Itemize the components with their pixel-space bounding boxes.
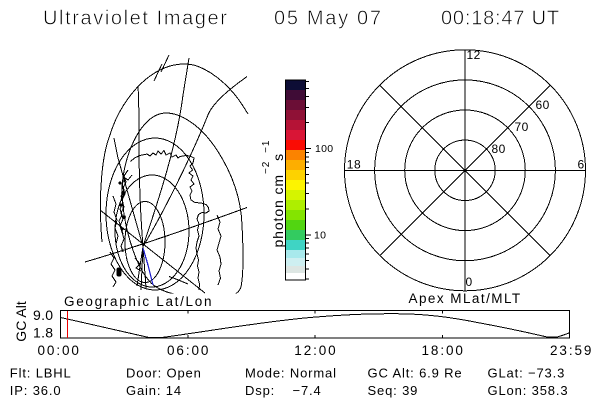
svg-text:Door: Open: Door: Open: [126, 366, 202, 381]
svg-text:GLon: 358.3: GLon: 358.3: [488, 383, 569, 398]
svg-text:GC Alt: GC Alt: [13, 301, 29, 342]
svg-text:6: 6: [578, 157, 585, 171]
svg-text:23:59: 23:59: [550, 343, 593, 358]
svg-text:Flt: LBHL: Flt: LBHL: [10, 366, 72, 381]
svg-text:Mode: Normal: Mode: Normal: [245, 366, 337, 381]
svg-text:12: 12: [467, 48, 481, 62]
svg-text:9.0: 9.0: [33, 307, 53, 323]
svg-text:12:00: 12:00: [294, 343, 337, 358]
svg-text:18: 18: [347, 157, 361, 171]
svg-text:06:00: 06:00: [167, 343, 210, 358]
svg-text:100: 100: [315, 143, 333, 155]
svg-text:70: 70: [515, 120, 529, 134]
svg-text:00:00: 00:00: [38, 343, 81, 358]
svg-text:18:00: 18:00: [422, 343, 465, 358]
svg-text:Gain: 14: Gain: 14: [126, 383, 182, 398]
svg-text:00:18:47 UT: 00:18:47 UT: [441, 8, 560, 30]
svg-text:60: 60: [536, 98, 550, 112]
svg-text:10: 10: [314, 230, 326, 242]
svg-text:Seq: 39: Seq: 39: [368, 383, 419, 398]
svg-text:05 May 07: 05 May 07: [274, 8, 383, 30]
svg-text:IP: 36.0: IP: 36.0: [10, 383, 62, 398]
svg-text:1.8: 1.8: [33, 325, 53, 341]
svg-text:GLat: −73.3: GLat: −73.3: [488, 366, 566, 381]
svg-text:80: 80: [492, 142, 506, 156]
svg-text:Ultraviolet Imager: Ultraviolet Imager: [43, 8, 229, 30]
svg-text:0: 0: [466, 275, 473, 289]
svg-text:Geographic Lat/Lon: Geographic Lat/Lon: [64, 294, 213, 309]
svg-text:GC Alt: 6.9 Re: GC Alt: 6.9 Re: [368, 366, 463, 381]
svg-text:Apex MLat/MLT: Apex MLat/MLT: [409, 291, 522, 306]
